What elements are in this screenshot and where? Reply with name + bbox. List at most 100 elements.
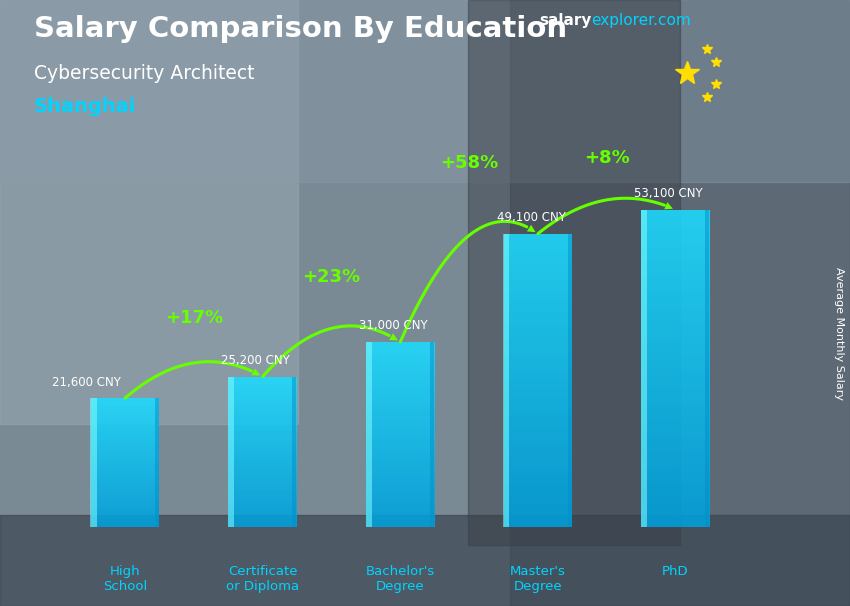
Bar — [91, 405, 160, 406]
Bar — [366, 411, 434, 414]
Bar — [229, 450, 298, 452]
Bar — [366, 425, 434, 428]
Bar — [366, 398, 434, 400]
Bar — [366, 347, 434, 349]
Bar — [91, 479, 160, 481]
Bar — [91, 458, 160, 459]
Bar — [468, 0, 680, 545]
Bar — [503, 358, 572, 362]
Bar — [641, 384, 710, 388]
Bar — [641, 214, 710, 218]
Bar — [641, 253, 710, 258]
Bar — [641, 432, 710, 436]
Bar — [641, 210, 647, 527]
Bar — [229, 501, 298, 503]
Bar — [503, 465, 572, 468]
Text: Salary Comparison By Education: Salary Comparison By Education — [34, 15, 567, 43]
Bar — [229, 520, 298, 522]
Bar — [229, 391, 298, 393]
Bar — [503, 443, 572, 447]
Bar — [229, 393, 298, 395]
Bar — [366, 367, 434, 370]
Bar — [366, 521, 434, 522]
Bar — [91, 518, 160, 519]
Bar — [229, 384, 298, 386]
Bar — [229, 493, 298, 495]
Bar — [91, 464, 160, 466]
Bar — [503, 259, 572, 263]
Bar — [366, 446, 434, 448]
Bar — [366, 393, 434, 395]
Bar — [366, 437, 434, 439]
Bar — [229, 410, 298, 412]
Bar — [503, 458, 572, 461]
Bar — [641, 265, 710, 269]
Bar — [641, 325, 710, 329]
Bar — [91, 435, 160, 437]
Bar — [91, 444, 160, 445]
Bar — [641, 365, 710, 368]
Bar — [229, 461, 298, 463]
Bar — [229, 388, 298, 390]
Bar — [641, 361, 710, 365]
Bar — [91, 477, 160, 479]
Bar — [503, 252, 572, 256]
Bar — [503, 234, 572, 238]
Bar — [641, 428, 710, 432]
Bar — [503, 381, 572, 384]
Bar — [229, 429, 298, 431]
Bar — [0, 0, 850, 182]
Bar — [503, 366, 572, 370]
Bar — [229, 433, 298, 435]
Bar — [706, 210, 709, 527]
Bar — [229, 390, 298, 391]
Bar — [641, 341, 710, 345]
Bar — [503, 417, 572, 421]
Bar — [91, 472, 160, 474]
Bar — [503, 439, 572, 443]
Bar — [366, 483, 434, 485]
Bar — [366, 365, 434, 367]
Bar — [503, 340, 572, 344]
Bar — [641, 412, 710, 416]
Bar — [641, 269, 710, 273]
Bar — [503, 461, 572, 465]
Bar — [229, 486, 298, 488]
Text: +17%: +17% — [165, 310, 223, 327]
Bar — [366, 356, 434, 358]
Bar — [366, 404, 434, 407]
Bar — [366, 388, 434, 390]
Bar — [91, 424, 160, 425]
Bar — [229, 446, 298, 448]
Bar — [91, 432, 160, 434]
Bar — [641, 278, 710, 281]
Bar — [366, 485, 434, 488]
Bar — [641, 293, 710, 297]
Bar — [91, 485, 160, 487]
Bar — [229, 416, 298, 418]
Bar — [503, 370, 572, 373]
Bar — [91, 498, 160, 500]
Bar — [366, 342, 371, 527]
Bar — [91, 491, 160, 493]
Bar — [229, 456, 298, 458]
Bar — [229, 480, 298, 482]
Bar — [91, 408, 160, 410]
Bar — [229, 497, 298, 499]
Bar — [503, 296, 572, 300]
Bar — [641, 321, 710, 325]
Bar — [366, 379, 434, 381]
Bar — [91, 448, 160, 450]
Bar — [366, 384, 434, 386]
Bar — [366, 474, 434, 476]
Bar — [229, 425, 298, 427]
Bar — [641, 333, 710, 337]
Text: 49,100 CNY: 49,100 CNY — [496, 211, 565, 224]
Bar — [366, 423, 434, 425]
Bar — [503, 325, 572, 329]
Bar — [91, 413, 160, 415]
Bar — [366, 518, 434, 521]
Bar — [366, 488, 434, 490]
Bar — [366, 444, 434, 446]
Bar — [229, 488, 298, 490]
